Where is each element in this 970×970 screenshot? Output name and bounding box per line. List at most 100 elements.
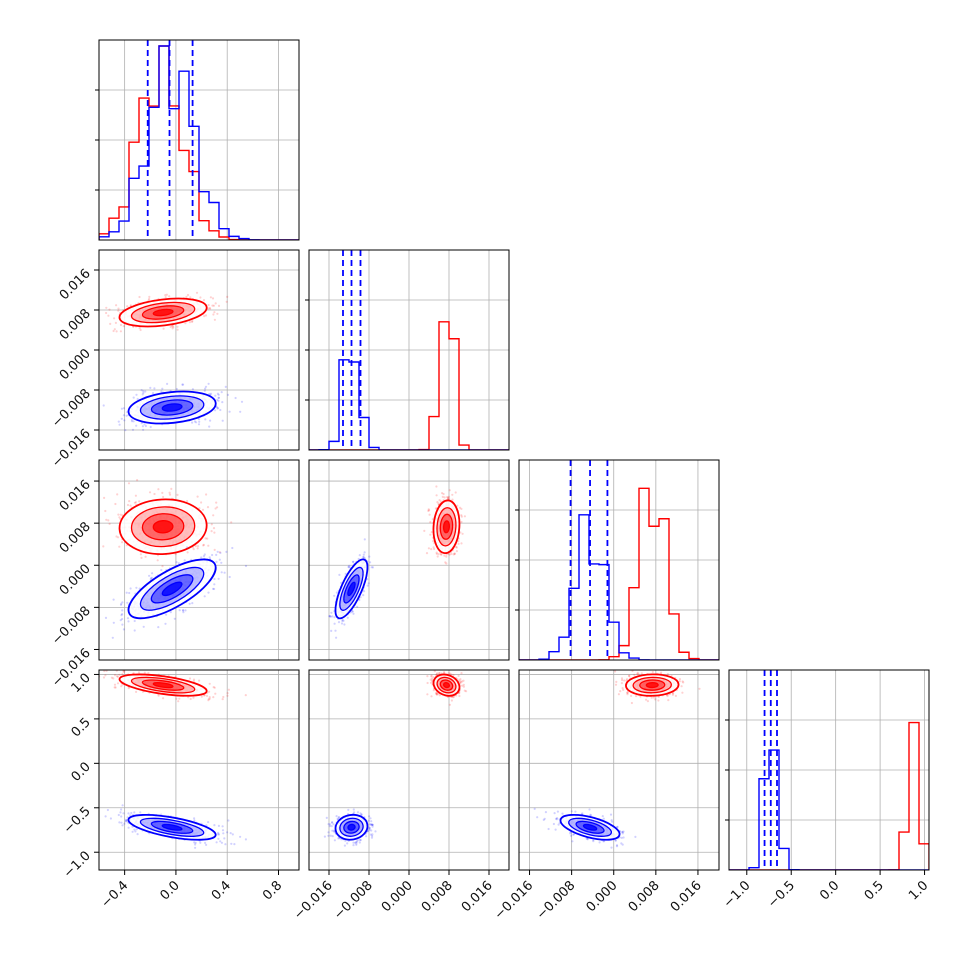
sample-point (117, 536, 120, 539)
sample-point (217, 396, 220, 399)
sample-point (178, 609, 181, 612)
sample-point (136, 479, 139, 482)
sample-point (217, 831, 220, 834)
sample-point (217, 399, 220, 402)
sample-point (119, 619, 122, 622)
sample-point (210, 523, 213, 526)
sample-point (117, 513, 120, 516)
sample-point (208, 696, 211, 699)
sample-point (213, 824, 216, 827)
sample-point (208, 425, 211, 428)
sample-point (204, 387, 207, 390)
sample-point (127, 826, 130, 829)
sample-point (118, 545, 121, 548)
sample-point (196, 547, 199, 550)
sample-point (430, 548, 433, 551)
sample-point (460, 514, 463, 517)
sample-point (177, 700, 180, 703)
sample-point (125, 414, 128, 417)
sample-point (109, 817, 112, 820)
sample-point (433, 547, 436, 551)
sample-point (131, 428, 135, 431)
sample-point (213, 587, 216, 591)
sample-point (202, 544, 205, 547)
contour-level (161, 581, 183, 597)
sample-point (337, 621, 341, 624)
sample-point (104, 815, 107, 818)
sample-point (153, 387, 156, 390)
sample-point (437, 553, 440, 556)
sample-point (440, 553, 443, 556)
sample-point (151, 572, 154, 575)
sample-point (222, 832, 225, 835)
sample-point (225, 300, 228, 303)
sample-point (194, 843, 197, 846)
histogram-panel-2 (309, 250, 509, 450)
sample-point (338, 573, 341, 577)
sample-point (217, 577, 220, 580)
sample-point (175, 697, 178, 700)
sample-point (161, 565, 164, 568)
sample-point (207, 303, 210, 307)
sample-point (153, 492, 156, 496)
sample-point (442, 492, 445, 496)
sample-point (142, 428, 145, 431)
sample-point (122, 670, 125, 673)
sample-point (148, 574, 151, 577)
contour-level (161, 403, 183, 412)
sample-point (358, 554, 361, 557)
sample-point (135, 690, 138, 694)
sample-point (363, 590, 366, 593)
sample-point (185, 546, 189, 549)
sample-point (362, 556, 365, 559)
sample-point (217, 824, 220, 828)
sample-point (206, 506, 210, 509)
sample-point (112, 329, 115, 333)
sample-point (162, 495, 165, 499)
sample-point (351, 610, 354, 613)
sample-point (441, 495, 444, 498)
sample-point (226, 694, 229, 697)
sample-point (186, 499, 189, 503)
sample-point (351, 560, 355, 563)
sample-point (192, 678, 196, 681)
sample-point (178, 697, 181, 700)
sample-point (362, 555, 365, 559)
sample-point (148, 295, 151, 298)
sample-point (435, 485, 438, 488)
sample-point (222, 695, 225, 699)
sample-point (188, 602, 191, 605)
sample-point (104, 616, 108, 620)
sample-point (121, 617, 124, 621)
sample-point (334, 629, 337, 632)
sample-point (429, 533, 432, 536)
sample-point (366, 584, 369, 587)
sample-point (224, 385, 227, 388)
sample-point (133, 619, 136, 623)
histogram-series-2 (309, 359, 509, 450)
contour-level (442, 520, 451, 534)
sample-point (160, 568, 163, 572)
sample-point (114, 502, 117, 506)
sample-point (165, 293, 168, 296)
sample-point (189, 697, 192, 701)
sample-point (231, 546, 234, 550)
sample-point (435, 494, 438, 497)
sample-point (184, 609, 187, 612)
sample-point (212, 587, 215, 591)
sample-point (157, 626, 160, 629)
sample-point (212, 527, 216, 530)
sample-point (436, 501, 439, 504)
sample-point (219, 408, 222, 412)
sample-point (127, 620, 130, 623)
sample-point (177, 562, 180, 565)
sample-point (223, 571, 226, 574)
sample-point (430, 531, 433, 534)
sample-point (445, 562, 448, 565)
sample-point (110, 676, 113, 679)
sample-point (112, 677, 115, 680)
sample-point (113, 673, 117, 677)
sample-point (181, 383, 184, 386)
sample-point (213, 577, 216, 581)
sample-point (126, 503, 130, 507)
